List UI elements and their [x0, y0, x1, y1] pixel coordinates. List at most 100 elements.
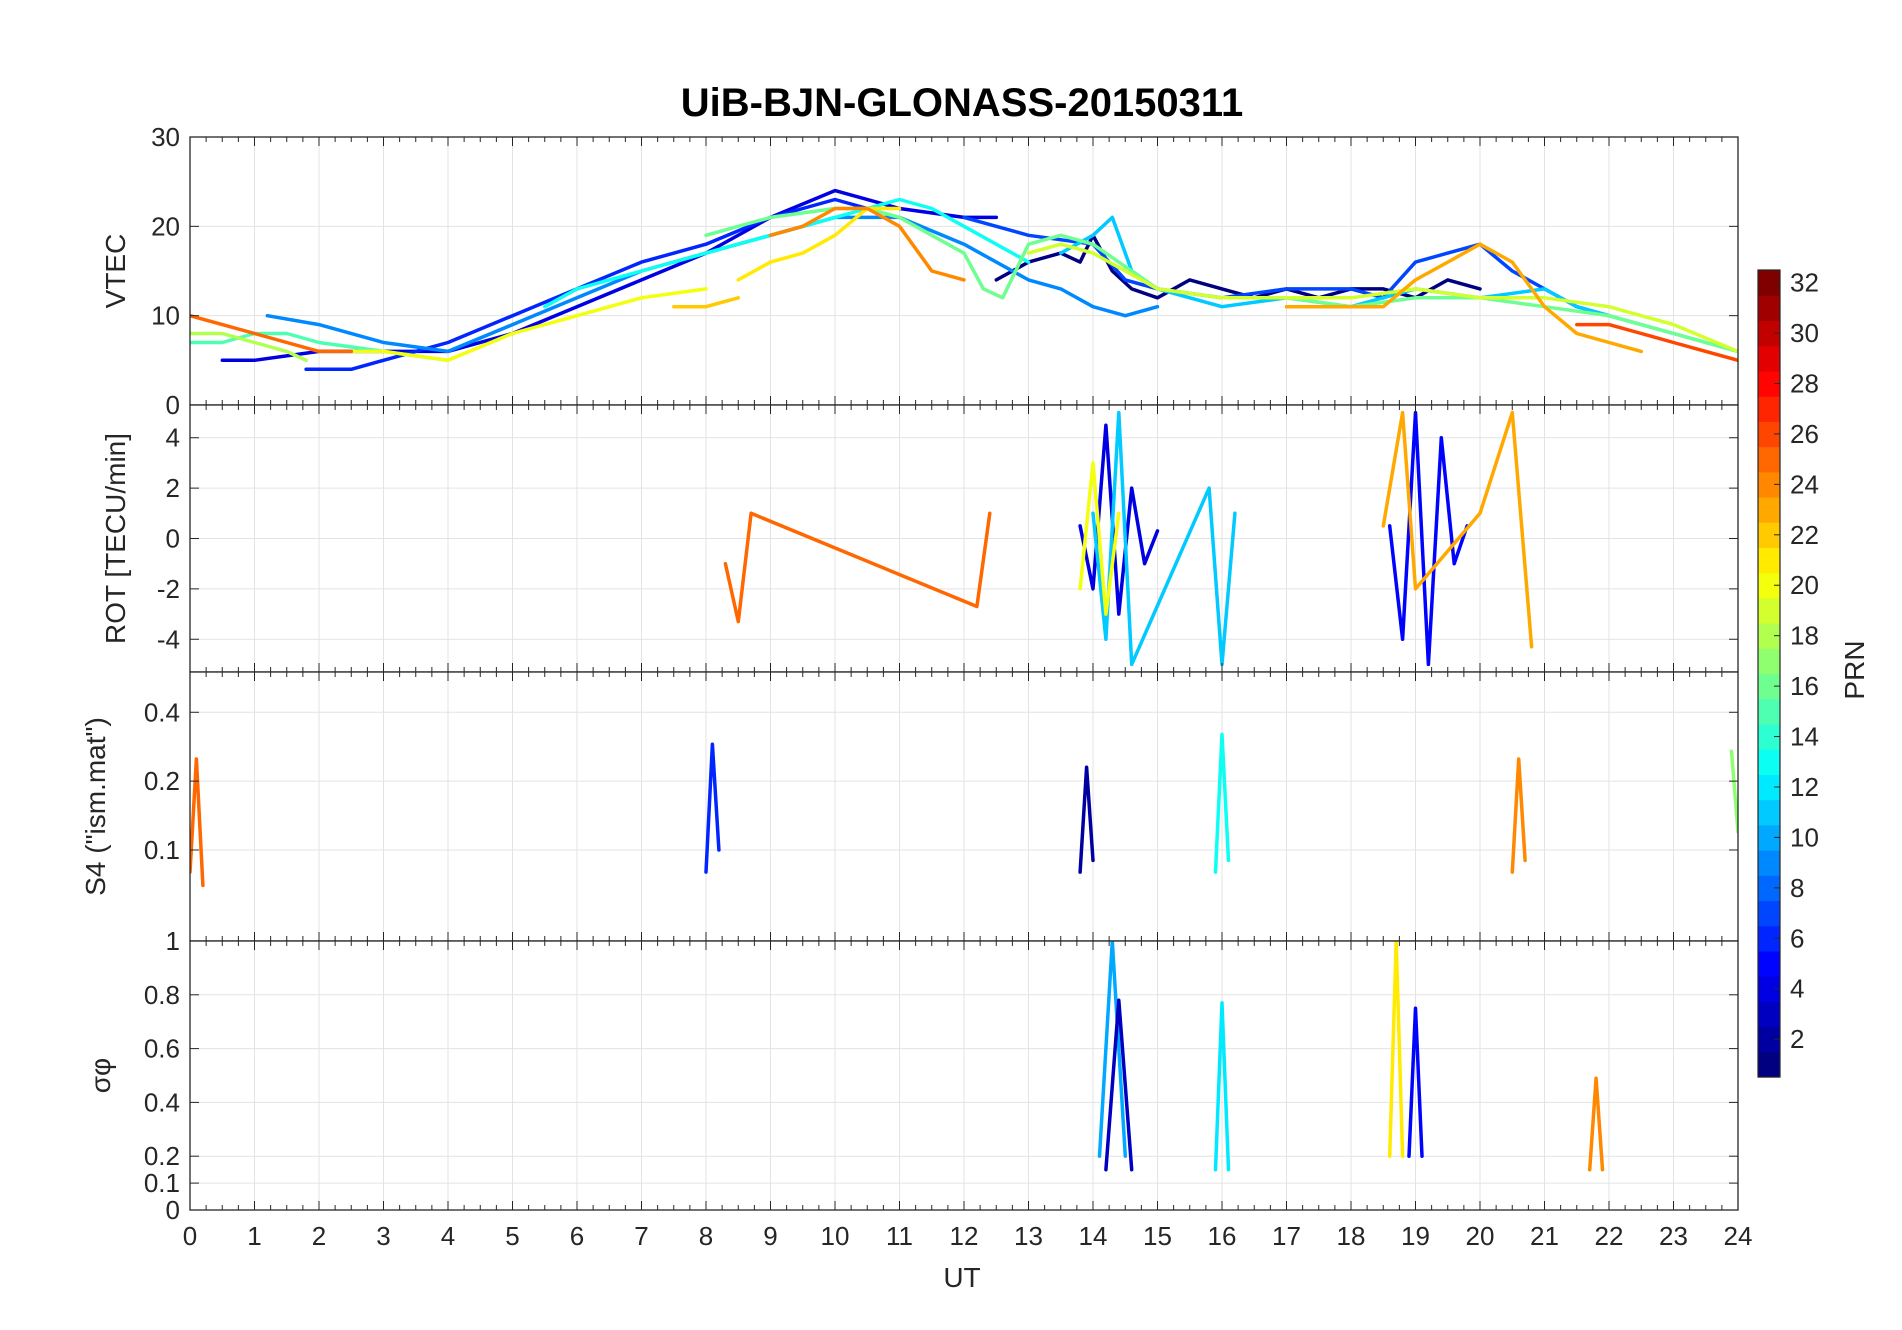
series-prn-21 — [736, 206, 902, 282]
colorbar-segment — [1758, 421, 1780, 448]
colorbar-segment — [1758, 370, 1780, 397]
series-prn-25 — [190, 757, 205, 888]
y-tick-label: 0 — [166, 524, 180, 554]
series-prn-12 — [1213, 1001, 1231, 1172]
colorbar-segment — [1758, 320, 1780, 347]
series-prn-24 — [1587, 1076, 1605, 1172]
colorbar-segment — [1758, 850, 1780, 876]
y-tick-label: 0.1 — [144, 835, 180, 865]
colorbar-segment — [1758, 698, 1780, 725]
colorbar-segment — [1758, 522, 1780, 549]
series-prn-23 — [1381, 410, 1534, 649]
series-group — [190, 188, 1738, 372]
x-tick-label: 19 — [1401, 1221, 1430, 1251]
y-tick-label: 2 — [166, 473, 180, 503]
y-tick-label: 0.6 — [144, 1034, 180, 1064]
series-prn-6 — [704, 742, 721, 874]
series-prn-20 — [1078, 461, 1121, 616]
x-tick-label: 20 — [1466, 1221, 1495, 1251]
series-prn-25 — [190, 313, 354, 354]
series-prn-23 — [1284, 242, 1644, 354]
colorbar-segment — [1758, 875, 1780, 902]
y-tick-label: 0.4 — [144, 1087, 180, 1117]
series-prn-24 — [1510, 757, 1527, 874]
y-tick-label: 30 — [151, 122, 180, 152]
colorbar-tick-label: 26 — [1790, 419, 1819, 449]
colorbar-segment — [1758, 774, 1780, 801]
colorbar-segment — [1758, 496, 1780, 523]
y-tick-label: 1 — [166, 926, 180, 956]
y-axis-label: ROT [TECU/min] — [100, 433, 131, 644]
colorbar-segment — [1758, 345, 1780, 372]
series-prn-25 — [723, 511, 992, 624]
y-tick-label: 0.2 — [144, 766, 180, 796]
colorbar-tick-label: 2 — [1790, 1024, 1804, 1054]
colorbar-tick-label: 22 — [1790, 520, 1819, 550]
panel-rot: -4 -2 0 2 4 ROT [TECU/min] — [100, 404, 1739, 673]
colorbar-tick-label: 12 — [1790, 772, 1819, 802]
x-tick-label: 22 — [1595, 1221, 1624, 1251]
colorbar-tick-label: 18 — [1790, 621, 1819, 651]
x-tick-label: 21 — [1530, 1221, 1559, 1251]
colorbar-label: PRN — [1839, 640, 1870, 699]
colorbar-tick-label: 6 — [1790, 923, 1804, 953]
colorbar-segment — [1758, 824, 1780, 851]
x-axis-label: UT — [943, 1262, 980, 1293]
x-tick-label: 14 — [1079, 1221, 1108, 1251]
y-axis-label: S4 ("ism.mat") — [80, 717, 111, 896]
x-tick-label: 2 — [312, 1221, 326, 1251]
y-tick-label: -4 — [157, 624, 180, 654]
colorbar-segment — [1758, 1051, 1780, 1078]
x-tick-label: 23 — [1659, 1221, 1688, 1251]
series-prn-26 — [1575, 322, 1738, 363]
y-tick-label: 10 — [151, 301, 180, 331]
colorbar-segment — [1758, 925, 1780, 952]
x-tick-label: 0 — [183, 1221, 197, 1251]
y-tick-label: 0.8 — [144, 980, 180, 1010]
y-tick-label: 0 — [166, 1195, 180, 1225]
series-group — [1097, 941, 1605, 1172]
x-tick-label: 6 — [570, 1221, 584, 1251]
colorbar-segment — [1758, 648, 1780, 675]
panel-s4: 0.1 0.2 0.4 S4 ("ism.mat") — [80, 671, 1739, 942]
colorbar-segment — [1758, 597, 1780, 624]
series-prn-16 — [704, 206, 1738, 354]
colorbar-tick-label: 20 — [1790, 570, 1819, 600]
x-tick-label: 15 — [1143, 1221, 1172, 1251]
colorbar-segment — [1758, 673, 1780, 700]
colorbar-segment — [1758, 295, 1780, 322]
series-prn-13 — [1213, 732, 1231, 874]
y-tick-label: 20 — [151, 211, 180, 241]
x-tick-label: 5 — [505, 1221, 519, 1251]
series-prn-5 — [1407, 1006, 1424, 1158]
y-axis-label: VTEC — [100, 234, 131, 309]
y-tick-label: -2 — [157, 574, 180, 604]
colorbar-segment — [1758, 799, 1780, 826]
panel-vtec: 0 10 20 30 VTEC — [100, 122, 1739, 420]
x-tick-label: 24 — [1724, 1221, 1753, 1251]
colorbar-segment — [1758, 1026, 1780, 1053]
colorbar-frame — [1757, 269, 1781, 1078]
colorbar-tick-label: 32 — [1790, 268, 1819, 298]
colorbar-tick-label: 8 — [1790, 873, 1804, 903]
x-tick-label: 16 — [1208, 1221, 1237, 1251]
colorbar-segment — [1758, 471, 1780, 498]
colorbar-segment — [1758, 270, 1780, 296]
series-prn-17 — [1729, 749, 1738, 834]
colorbar-tick-label: 14 — [1790, 722, 1819, 752]
x-tick-label: 7 — [634, 1221, 648, 1251]
colorbar-segment — [1758, 623, 1780, 649]
x-tick-label: 1 — [247, 1221, 261, 1251]
colorbar-tick-label: 28 — [1790, 368, 1819, 398]
x-tick-label: 9 — [763, 1221, 777, 1251]
y-axis-label: σφ — [85, 1058, 116, 1093]
series-prn-20 — [349, 287, 708, 363]
x-tick-label: 8 — [699, 1221, 713, 1251]
series-group — [723, 410, 1534, 667]
colorbar-segment — [1758, 950, 1780, 977]
series-prn-4 — [1078, 423, 1160, 616]
